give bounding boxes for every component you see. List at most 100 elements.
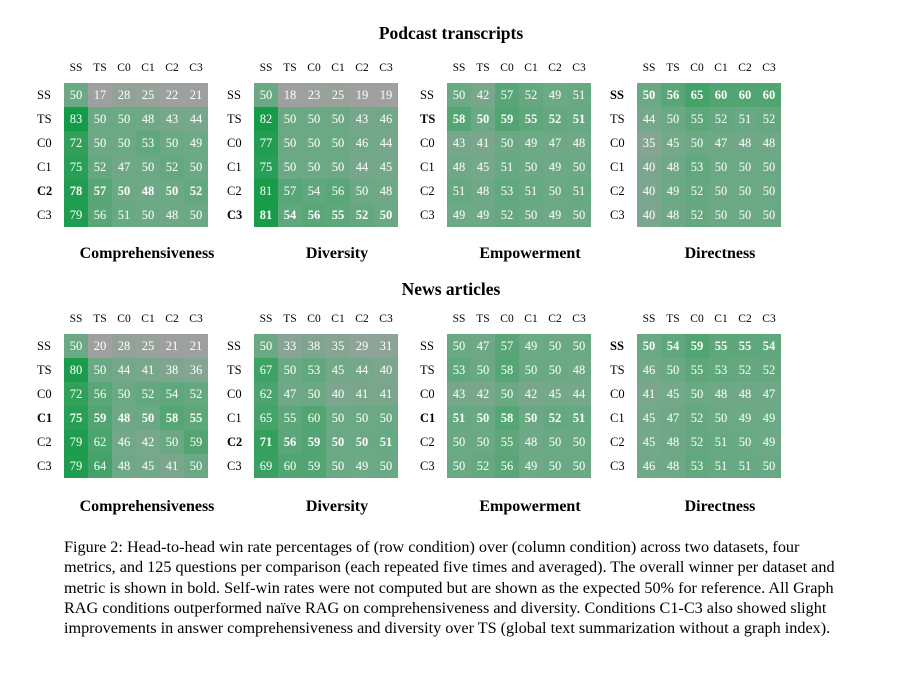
heatmap-cell: 60: [733, 83, 757, 107]
heatmap-directness: SS TS C0 C1 C2 C3 SS 50 56 65 60 60 60 TS 44 50 55 52 51 52…: [610, 62, 800, 227]
heatmap-cell: 57: [495, 83, 519, 107]
heatmap-cell: 50: [112, 131, 136, 155]
heatmap-cell: 50: [543, 430, 567, 454]
heatmap-cell: 50: [64, 334, 88, 358]
heatmap-row: C2 81 57 54 56 50 48: [227, 179, 417, 203]
heatmap-cell: 44: [567, 382, 591, 406]
heatmap-cell: 50: [136, 203, 160, 227]
heatmap-cell: 50: [302, 382, 326, 406]
heatmap-cell: 52: [685, 406, 709, 430]
heatmap-cell: 45: [637, 406, 661, 430]
heatmap-cell: 59: [495, 107, 519, 131]
heatmap-cell: 50: [88, 131, 112, 155]
row-header-label: C2: [37, 435, 52, 449]
heatmap-cell: 56: [495, 454, 519, 478]
heatmap-cell: 55: [326, 203, 350, 227]
row-header-label: TS: [37, 112, 52, 126]
heatmap-cell: 53: [495, 179, 519, 203]
heatmap-cell: 45: [661, 131, 685, 155]
heatmap-cell: 50: [350, 179, 374, 203]
heatmap-cell: 55: [685, 107, 709, 131]
row-header-label: C0: [37, 387, 52, 401]
heatmap-cell: 49: [519, 454, 543, 478]
column-headers: SS TS C0 C1 C2 C3: [610, 313, 800, 329]
heatmap-row: SS 50 47 57 49 50 50: [420, 334, 610, 358]
heatmap-row: C1 51 50 58 50 52 51: [420, 406, 610, 430]
heatmap-cell: 52: [733, 358, 757, 382]
heatmap-cell: 52: [495, 203, 519, 227]
heatmap-row: C1 65 55 60 50 50 50: [227, 406, 417, 430]
heatmap-row: C2 51 48 53 51 50 51: [420, 179, 610, 203]
heatmap-cell: 52: [471, 454, 495, 478]
heatmap-cell: 57: [495, 334, 519, 358]
row-header-label: C3: [610, 208, 625, 222]
column-header-label: C1: [714, 313, 728, 325]
row-header-label: C0: [227, 136, 242, 150]
row-header-label: C1: [37, 160, 52, 174]
figure-caption: Figure 2: Head-to-head win rate percenta…: [64, 538, 835, 638]
heatmap-row: SS 50 17 28 25 22 21: [37, 83, 227, 107]
heatmap-row: C0 43 41 50 49 47 48: [420, 131, 610, 155]
row-header-label: SS: [610, 88, 624, 102]
heatmap-cell: 48: [733, 382, 757, 406]
heatmap-cell: 48: [661, 203, 685, 227]
heatmap-cell: 50: [326, 131, 350, 155]
heatmap-cell: 62: [254, 382, 278, 406]
heatmap-cell: 51: [519, 179, 543, 203]
row-header-label: SS: [610, 339, 624, 353]
heatmap-cell: 51: [733, 107, 757, 131]
heatmap-cell: 54: [757, 334, 781, 358]
column-header-label: SS: [452, 313, 466, 325]
heatmap-cell: 81: [254, 203, 278, 227]
heatmap-cell: 50: [88, 358, 112, 382]
heatmap-cell: 42: [471, 382, 495, 406]
heatmap-cell: 40: [374, 358, 398, 382]
heatmap-cell: 50: [112, 382, 136, 406]
column-header-label: C2: [548, 62, 562, 74]
heatmap-cell: 51: [374, 430, 398, 454]
heatmap-cell: 75: [254, 155, 278, 179]
heatmap-row: C1 40 48 53 50 50 50: [610, 155, 800, 179]
heatmap-cell: 48: [567, 358, 591, 382]
heatmap-row: C3 79 56 51 50 48 50: [37, 203, 227, 227]
row-header-label: C0: [420, 136, 435, 150]
column-header-label: SS: [259, 313, 273, 325]
heatmap-cell: 52: [184, 179, 208, 203]
column-header-label: SS: [259, 62, 273, 74]
heatmap-cell: 53: [136, 131, 160, 155]
heatmap-cell: 25: [136, 334, 160, 358]
heatmap-cell: 58: [495, 406, 519, 430]
column-header-label: C0: [117, 62, 131, 74]
heatmap-cell: 40: [637, 203, 661, 227]
row-header-label: TS: [227, 112, 242, 126]
heatmap-row: TS 80 50 44 41 38 36: [37, 358, 227, 382]
heatmap-row: C2 50 50 55 48 50 50: [420, 430, 610, 454]
heatmap-diversity: SS TS C0 C1 C2 C3 SS 50 18 23 25 19 19 TS 82 50 50 50 43 46…: [227, 62, 417, 227]
heatmap-row: C3 50 52 56 49 50 50: [420, 454, 610, 478]
column-header-label: SS: [452, 62, 466, 74]
heatmap-cell: 49: [447, 203, 471, 227]
row-header-label: C1: [610, 411, 625, 425]
heatmap-cell: 59: [88, 406, 112, 430]
column-header-label: TS: [283, 62, 297, 74]
heatmap-cell: 83: [64, 107, 88, 131]
column-headers: SS TS C0 C1 C2 C3: [420, 313, 610, 329]
heatmap-cell: 50: [519, 358, 543, 382]
heatmap-cell: 48: [567, 131, 591, 155]
heatmap-cell: 49: [733, 406, 757, 430]
row-header-label: C0: [37, 136, 52, 150]
column-header-label: C3: [572, 62, 586, 74]
heatmap-cell: 50: [160, 430, 184, 454]
heatmap-cell: 50: [254, 83, 278, 107]
heatmap-cell: 50: [543, 454, 567, 478]
heatmap-cell: 51: [112, 203, 136, 227]
heatmap-cell: 40: [637, 155, 661, 179]
heatmap-cell: 43: [447, 382, 471, 406]
heatmap-cell: 49: [350, 454, 374, 478]
heatmap-cell: 35: [326, 334, 350, 358]
heatmap-cell: 45: [637, 430, 661, 454]
row-header-label: SS: [227, 339, 241, 353]
heatmap-cell: 59: [685, 334, 709, 358]
column-header-label: C1: [714, 62, 728, 74]
heatmap-cell: 50: [543, 179, 567, 203]
